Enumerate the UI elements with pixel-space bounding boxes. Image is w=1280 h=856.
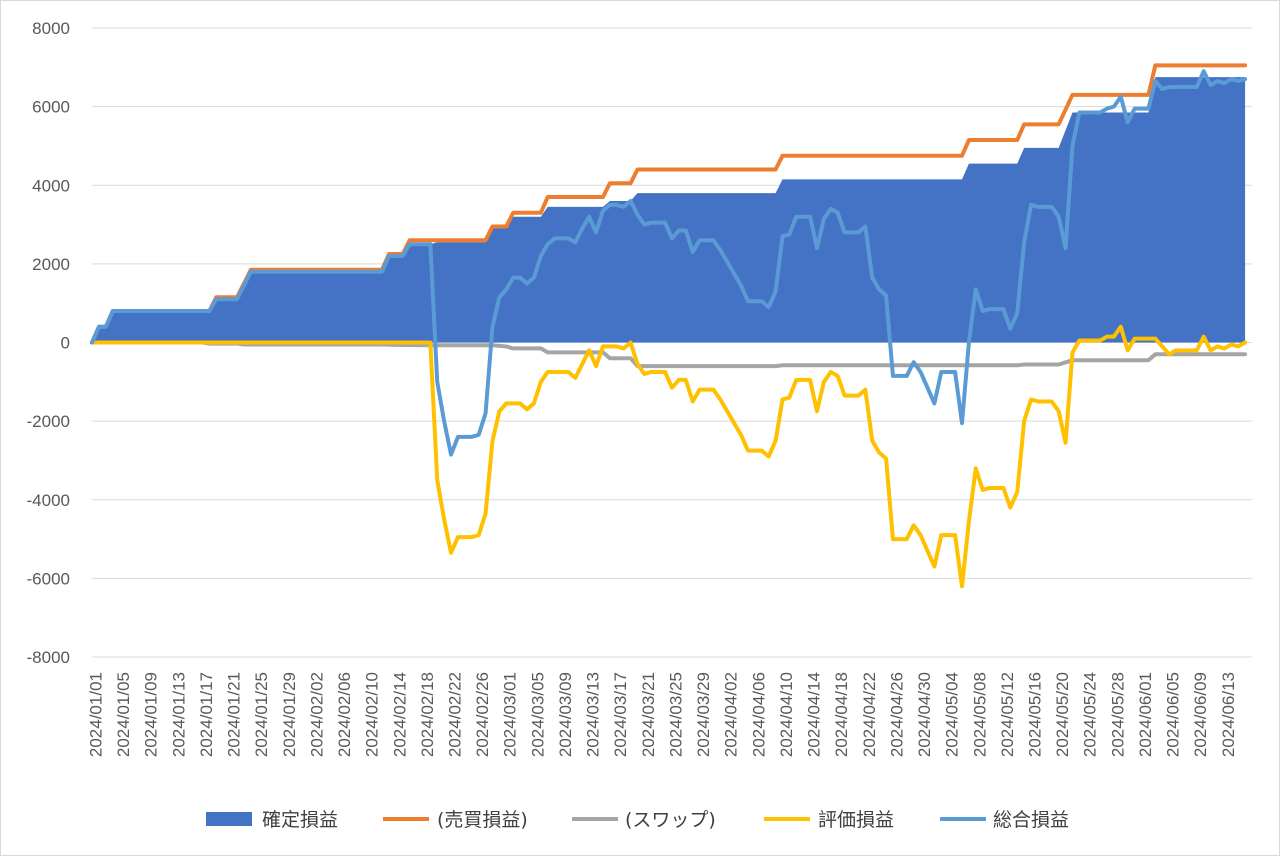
legend-label: 総合損益	[993, 809, 1069, 831]
x-tick-label: 2024/01/01	[86, 672, 105, 757]
x-tick-label: 2024/06/09	[1191, 672, 1210, 757]
x-tick-label: 2024/05/08	[970, 672, 989, 757]
x-tick-label: 2024/02/10	[363, 672, 382, 757]
x-tick-label: 2024/05/16	[1026, 672, 1045, 757]
y-tick-label: -6000	[27, 569, 70, 588]
x-tick-label: 2024/03/25	[666, 672, 685, 757]
x-tick-label: 2024/04/06	[749, 672, 768, 757]
x-tick-label: 2024/04/14	[805, 672, 824, 757]
y-tick-label: -2000	[27, 412, 70, 431]
x-tick-label: 2024/05/24	[1081, 672, 1100, 757]
x-tick-label: 2024/02/22	[446, 672, 465, 757]
x-tick-label: 2024/01/05	[114, 672, 133, 757]
legend-item-1: (売買損益)	[383, 809, 528, 831]
x-tick-label: 2024/04/18	[832, 672, 851, 757]
x-tick-label: 2024/04/22	[860, 672, 879, 757]
x-tick-label: 2024/02/26	[473, 672, 492, 757]
legend-item-3: 評価損益	[764, 809, 894, 831]
x-axis: 2024/01/01 2024/01/05 2024/01/09 2024/01/13…	[86, 672, 1237, 757]
x-tick-label: 2024/02/06	[335, 672, 354, 757]
x-tick-label: 2024/05/12	[998, 672, 1017, 757]
legend-swatch	[206, 812, 252, 826]
grid-lines	[92, 27, 1252, 658]
legend-label: (売買損益)	[437, 809, 528, 831]
y-tick-label: -4000	[27, 491, 70, 510]
x-tick-label: 2024/02/18	[418, 672, 437, 757]
y-tick-label: 8000	[32, 19, 70, 38]
x-tick-label: 2024/01/09	[142, 672, 161, 757]
x-tick-label: 2024/02/14	[390, 672, 409, 757]
x-tick-label: 2024/06/01	[1136, 672, 1155, 757]
legend-item-0: 確定損益	[206, 809, 338, 831]
x-tick-label: 2024/01/17	[197, 672, 216, 757]
legend-item-4: 総合損益	[940, 809, 1069, 831]
x-tick-label: 2024/06/05	[1164, 672, 1183, 757]
x-tick-label: 2024/03/01	[501, 672, 520, 757]
y-tick-label: -8000	[27, 648, 70, 667]
y-axis: 8000 6000 4000 2000 0 -2000 -4000 -6000 -8000	[27, 19, 70, 667]
x-tick-label: 2024/06/13	[1219, 672, 1238, 757]
x-tick-label: 2024/05/04	[943, 672, 962, 757]
legend-item-2: (スワップ)	[572, 809, 716, 831]
x-tick-label: 2024/01/29	[280, 672, 299, 757]
series-line-3	[90, 324, 1248, 589]
x-tick-label: 2024/03/05	[528, 672, 547, 757]
x-tick-label: 2024/01/21	[225, 672, 244, 757]
x-tick-label: 2024/03/21	[639, 672, 658, 757]
y-tick-label: 2000	[32, 255, 70, 274]
legend: 確定損益 (売買損益) (スワップ) 評価損益 総合損益	[206, 809, 1069, 831]
x-tick-label: 2024/04/02	[722, 672, 741, 757]
x-tick-label: 2024/01/13	[169, 672, 188, 757]
series-area-0	[92, 77, 1246, 343]
y-tick-label: 0	[61, 334, 70, 353]
legend-label: 評価損益	[818, 809, 894, 831]
x-tick-label: 2024/03/29	[694, 672, 713, 757]
x-tick-label: 2024/05/20	[1053, 672, 1072, 757]
area-layer	[92, 77, 1246, 343]
legend-label: 確定損益	[262, 809, 338, 831]
x-tick-label: 2024/05/28	[1108, 672, 1127, 757]
x-tick-label: 2024/03/09	[556, 672, 575, 757]
series-line-4	[90, 69, 1248, 457]
y-tick-label: 4000	[32, 176, 70, 195]
x-tick-label: 2024/04/26	[887, 672, 906, 757]
y-tick-label: 6000	[32, 98, 70, 117]
x-tick-label: 2024/03/13	[584, 672, 603, 757]
x-tick-label: 2024/02/02	[307, 672, 326, 757]
x-tick-label: 2024/03/17	[611, 672, 630, 757]
legend-label: (スワップ)	[625, 809, 716, 831]
line-layer	[90, 63, 1248, 589]
x-tick-label: 2024/04/30	[915, 672, 934, 757]
x-tick-label: 2024/04/10	[777, 672, 796, 757]
x-tick-label: 2024/01/25	[252, 672, 271, 757]
